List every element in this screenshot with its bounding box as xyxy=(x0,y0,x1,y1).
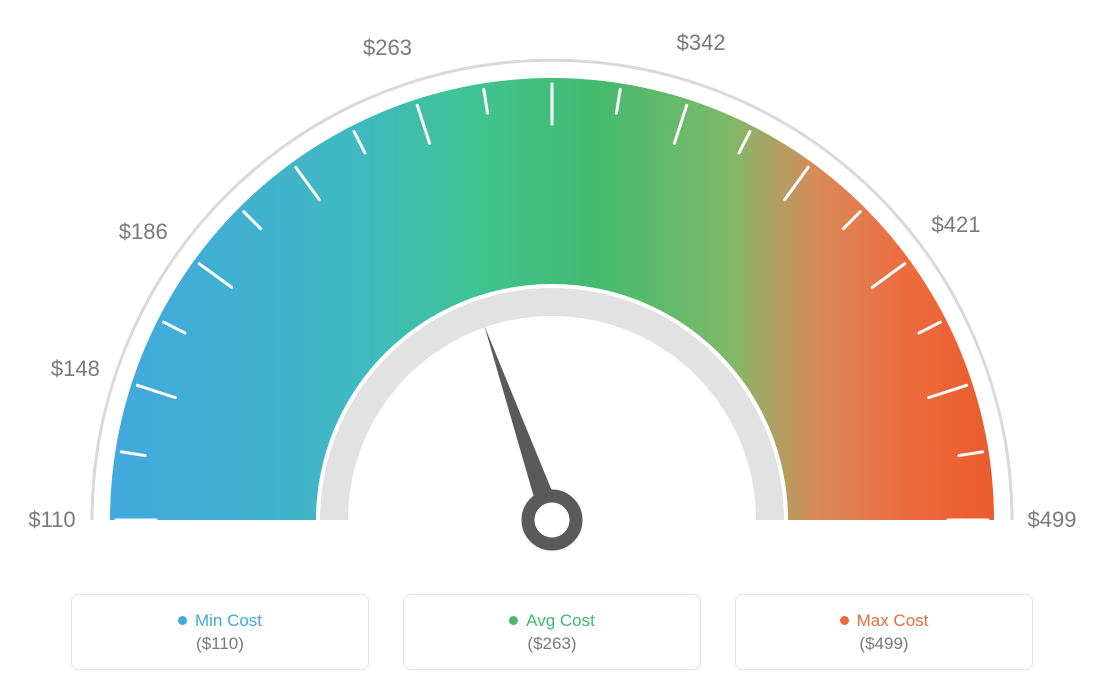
gauge-scale-label: $421 xyxy=(932,212,981,238)
legend-label: Max Cost xyxy=(857,611,929,631)
gauge-scale-label: $148 xyxy=(51,356,100,382)
gauge-hub xyxy=(528,496,576,544)
legend-card: Min Cost ($110) xyxy=(71,594,369,670)
legend-value: ($110) xyxy=(196,634,244,654)
legend-value: ($499) xyxy=(859,634,908,654)
legend-label: Avg Cost xyxy=(526,611,595,631)
legend-dot-icon xyxy=(509,616,518,625)
gauge-scale-label: $110 xyxy=(28,507,75,533)
chart-container: $110 $148 $186 $263 $342 $421 $499 Min Cost ($1… xyxy=(0,0,1104,690)
gauge-scale-label: $499 xyxy=(1028,507,1077,533)
legend-title: Max Cost xyxy=(840,611,929,631)
legend-dot-icon xyxy=(178,616,187,625)
gauge-scale-label: $342 xyxy=(677,30,726,56)
gauge-scale-label: $186 xyxy=(119,219,168,245)
legend-title: Avg Cost xyxy=(509,611,595,631)
legend-row: Min Cost ($110) Avg Cost ($263) Max Cost ($49… xyxy=(0,594,1104,670)
legend-title: Min Cost xyxy=(178,611,262,631)
legend-card: Max Cost ($499) xyxy=(735,594,1033,670)
gauge-svg xyxy=(0,0,1104,580)
legend-value: ($263) xyxy=(527,634,576,654)
legend-label: Min Cost xyxy=(195,611,262,631)
legend-card: Avg Cost ($263) xyxy=(403,594,701,670)
gauge-scale-label: $263 xyxy=(363,35,412,61)
legend-dot-icon xyxy=(840,616,849,625)
gauge-area: $110 $148 $186 $263 $342 $421 $499 xyxy=(0,0,1104,580)
